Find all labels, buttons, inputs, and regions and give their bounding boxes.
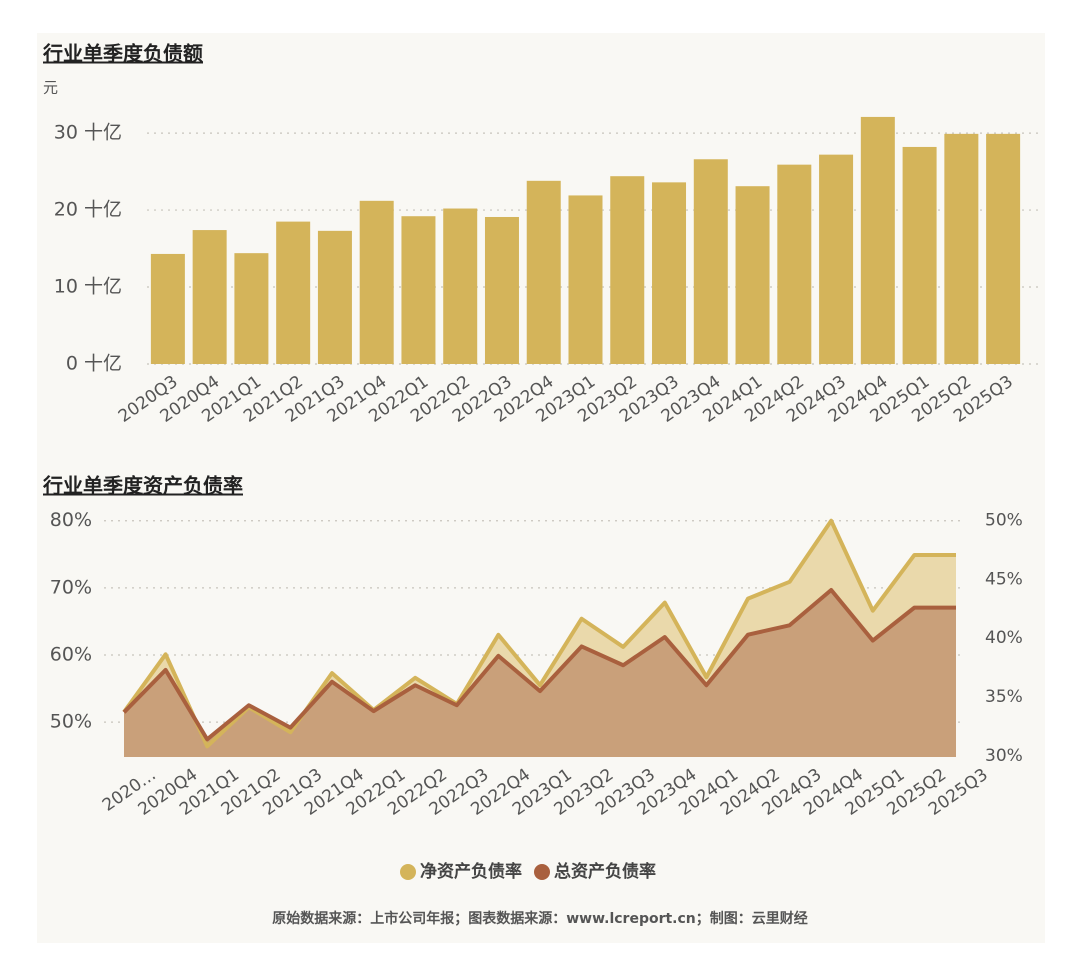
bar	[693, 159, 728, 364]
footer: 原始数据来源：上市公司年报；图表数据来源：www.lcreport.cn；制图：…	[272, 910, 808, 927]
y-tick-label: 10 十亿	[54, 276, 122, 298]
y2-tick-label: 45%	[985, 569, 1023, 589]
bar	[568, 195, 603, 364]
bar	[735, 186, 770, 364]
legend-label: 总资产负债率	[554, 861, 656, 882]
y-tick-label: 60%	[50, 643, 92, 665]
bar	[652, 182, 687, 364]
y-tick-label: 70%	[50, 576, 92, 598]
y-tick-label: 50%	[50, 711, 92, 733]
y2-tick-label: 50%	[985, 511, 1023, 531]
y2-tick-label: 40%	[985, 628, 1023, 648]
area	[124, 589, 956, 757]
bar	[944, 133, 979, 364]
y-tick-label: 20 十亿	[54, 199, 122, 221]
bar	[860, 116, 895, 364]
bar	[359, 200, 394, 364]
y-unit: 元	[43, 79, 58, 97]
bar	[777, 164, 812, 364]
y-tick-label: 0 十亿	[66, 353, 122, 375]
line	[122, 518, 956, 749]
y-tick-label: 80%	[50, 509, 92, 531]
y-tick-label: 30 十亿	[54, 122, 122, 144]
legend-label: 净资产负债率	[420, 861, 522, 882]
bar	[610, 176, 645, 364]
bar	[484, 216, 519, 364]
bar	[401, 216, 436, 364]
bar	[276, 221, 311, 364]
bar	[986, 133, 1021, 364]
line	[122, 587, 956, 742]
y2-tick-label: 30%	[985, 746, 1023, 766]
bar	[317, 230, 352, 364]
area-title: 行业单季度资产负债率	[42, 474, 243, 498]
bar-title: 行业单季度负债额	[42, 42, 203, 66]
bar	[902, 146, 937, 364]
legend-marker	[400, 864, 416, 880]
bar	[150, 253, 185, 364]
bar	[526, 180, 561, 364]
legend-marker	[534, 864, 550, 880]
y2-tick-label: 35%	[985, 687, 1023, 707]
bar	[192, 230, 227, 364]
bar	[443, 208, 478, 364]
bar	[819, 154, 854, 364]
bar	[234, 253, 269, 364]
